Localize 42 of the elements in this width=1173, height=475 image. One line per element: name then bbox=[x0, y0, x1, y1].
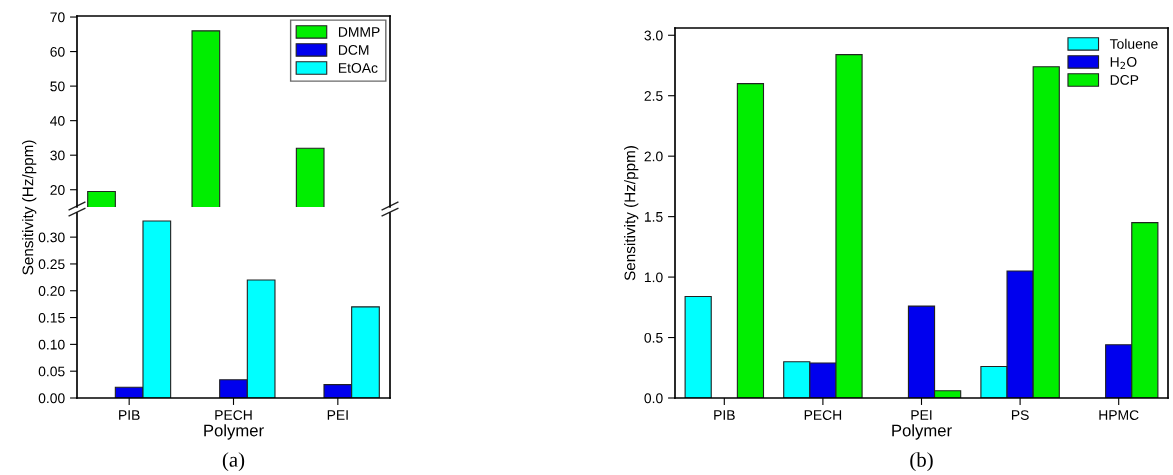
y-tick-label: 60 bbox=[50, 46, 65, 57]
legend-label: EtOAc bbox=[338, 63, 378, 73]
y-tick-label: 40 bbox=[50, 115, 65, 126]
text: (a) bbox=[222, 452, 245, 472]
y-tick-label: 3.0 bbox=[644, 30, 663, 41]
y-tick-label: 2.0 bbox=[644, 151, 663, 162]
x-tick-label: PECH bbox=[804, 410, 842, 421]
x-axis-title: Polymer bbox=[892, 424, 952, 440]
legend-label: DMMP bbox=[338, 27, 380, 37]
x-tick-label: PEI bbox=[911, 410, 932, 420]
x-tick-label: PECH bbox=[215, 410, 252, 421]
x-tick-label: PEI bbox=[327, 410, 348, 420]
y-tick-label: 50 bbox=[50, 81, 65, 92]
legend-label: Toluene bbox=[1109, 38, 1158, 49]
y-tick-label: 0.0 bbox=[644, 393, 663, 404]
y-tick-label: 2.5 bbox=[644, 91, 663, 101]
y-tick-label: 0.25 bbox=[38, 259, 65, 270]
bar bbox=[736, 83, 765, 398]
y-axis-title: Sensitivity (Hz/ppm) bbox=[624, 146, 639, 281]
y-tick-label: 0.20 bbox=[38, 286, 65, 296]
y-tick-label: 0.10 bbox=[38, 339, 65, 350]
x-tick-label: PIB bbox=[119, 410, 140, 420]
y-tick-label: 0.00 bbox=[38, 393, 65, 404]
x-axis-title: Polymer bbox=[204, 424, 264, 440]
x-tick-label: HPMC bbox=[1099, 410, 1139, 421]
bar bbox=[684, 295, 712, 398]
y-axis-title: Sensitivity (Hz/ppm) bbox=[22, 140, 37, 275]
x-tick-label: PIB bbox=[714, 410, 735, 420]
y-tick-label: 0.05 bbox=[38, 366, 65, 377]
y-tick-label: 70 bbox=[50, 12, 65, 23]
legend-label: DCM bbox=[338, 45, 369, 55]
y-tick-label: 1.5 bbox=[644, 212, 663, 222]
y-tick-label: 0.15 bbox=[38, 312, 65, 323]
legend-label: DCP bbox=[1110, 75, 1139, 85]
x-tick-label: PS bbox=[1011, 410, 1029, 421]
y-tick-label: 0.5 bbox=[644, 332, 663, 343]
y-tick-label: 20 bbox=[50, 185, 65, 195]
legend-label: H$_{2}$O bbox=[1110, 56, 1137, 69]
y-tick-label: 30 bbox=[50, 150, 65, 161]
y-tick-label: 0.30 bbox=[38, 232, 65, 243]
text: (b) bbox=[910, 452, 933, 472]
y-tick-label: 1.0 bbox=[644, 272, 663, 283]
